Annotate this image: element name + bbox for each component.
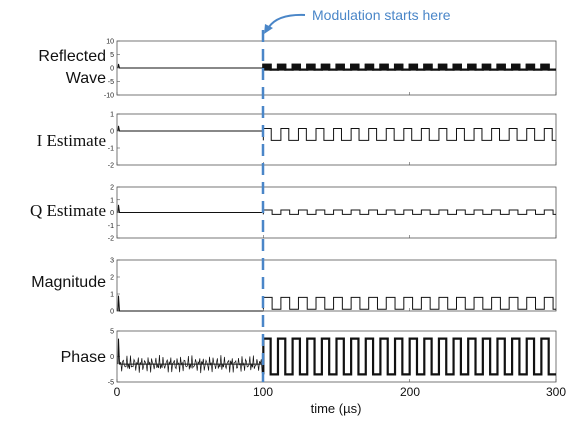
annotation-arrowhead xyxy=(264,24,273,34)
modulation-block xyxy=(379,63,389,71)
modulation-block xyxy=(525,63,536,71)
y-tick-label: -1 xyxy=(108,223,114,230)
modulated-trace xyxy=(262,127,556,141)
y-tick-label: -2 xyxy=(108,236,114,243)
modulated-trace xyxy=(262,296,556,310)
panel-label-i-estimate: I Estimate xyxy=(37,131,106,150)
x-tick-label: 300 xyxy=(546,385,566,399)
modulated-trace xyxy=(262,337,556,376)
y-tick-label: 0 xyxy=(110,210,114,217)
y-tick-label: 1 xyxy=(110,292,114,299)
modulation-block xyxy=(437,63,448,71)
y-tick-label: 0 xyxy=(110,66,114,73)
modulation-block xyxy=(320,63,331,71)
y-tick-label: -1 xyxy=(108,146,114,153)
panel-4: 5 0 -5 xyxy=(108,329,557,387)
panel-1: 1 0 -1 -2 xyxy=(108,112,557,170)
y-tick-label: 0 xyxy=(110,309,114,316)
modulation-block xyxy=(262,63,272,71)
y-tick-label: 2 xyxy=(110,275,114,282)
modulation-block xyxy=(423,63,433,71)
modulation-block xyxy=(335,63,345,71)
y-tick-label: 0 xyxy=(110,354,114,361)
x-tick-label: 200 xyxy=(400,385,420,399)
x-axis-label: time (µs) xyxy=(311,401,362,416)
modulation-block xyxy=(306,63,316,71)
phase-noise-trace xyxy=(119,354,264,374)
x-tick-label: 100 xyxy=(253,385,273,399)
y-tick-label: 2 xyxy=(110,185,114,192)
y-tick-label: -10 xyxy=(104,93,114,100)
y-tick-label: 5 xyxy=(110,52,114,59)
y-tick-label: 1 xyxy=(110,197,114,204)
panel-label-q-estimate: Q Estimate xyxy=(30,201,106,220)
modulation-block xyxy=(496,63,506,71)
y-tick-label: 0 xyxy=(110,129,114,136)
transient-spike xyxy=(117,125,120,132)
modulation-block xyxy=(291,63,301,71)
transient-spike xyxy=(117,63,120,69)
modulation-block xyxy=(350,63,360,71)
annotation-text: Modulation starts here xyxy=(312,7,451,23)
y-tick-label: 10 xyxy=(106,39,114,46)
panel-label-reflected-line2: Wave xyxy=(66,70,106,87)
panel-label-phase: Phase xyxy=(61,349,106,366)
modulation-block xyxy=(394,63,404,71)
y-tick-label: 3 xyxy=(110,258,114,265)
panel-axes-box xyxy=(116,259,557,312)
y-tick-label: 5 xyxy=(110,329,114,336)
transient-spike xyxy=(117,204,120,213)
transient-spike xyxy=(117,295,120,312)
modulation-block xyxy=(511,63,521,71)
annotation-arrow xyxy=(268,13,306,28)
modulation-block xyxy=(540,63,550,71)
panel-2: 2 1 0 -1 -2 xyxy=(108,185,557,243)
panel-label-reflected-line1: Reflected xyxy=(38,48,106,65)
panel-3: 3 2 1 0 xyxy=(110,258,557,316)
modulation-block xyxy=(452,63,462,71)
y-tick-label: -2 xyxy=(108,163,114,170)
y-tick-label: 1 xyxy=(110,112,114,119)
panel-axes-box xyxy=(116,113,557,166)
panel-label-magnitude: Magnitude xyxy=(31,274,106,291)
modulated-trace xyxy=(262,209,556,215)
panel-0: 10 5 0 -5 -10 xyxy=(104,39,557,100)
modulation-block xyxy=(481,63,492,71)
modulation-block xyxy=(276,63,287,71)
y-tick-label: -5 xyxy=(108,380,114,387)
x-tick-label: 0 xyxy=(114,385,121,399)
transient-spike xyxy=(117,338,120,365)
modulation-block xyxy=(467,63,477,71)
y-tick-label: -5 xyxy=(108,79,114,86)
modulation-block xyxy=(364,63,375,71)
modulation-block xyxy=(408,63,418,71)
